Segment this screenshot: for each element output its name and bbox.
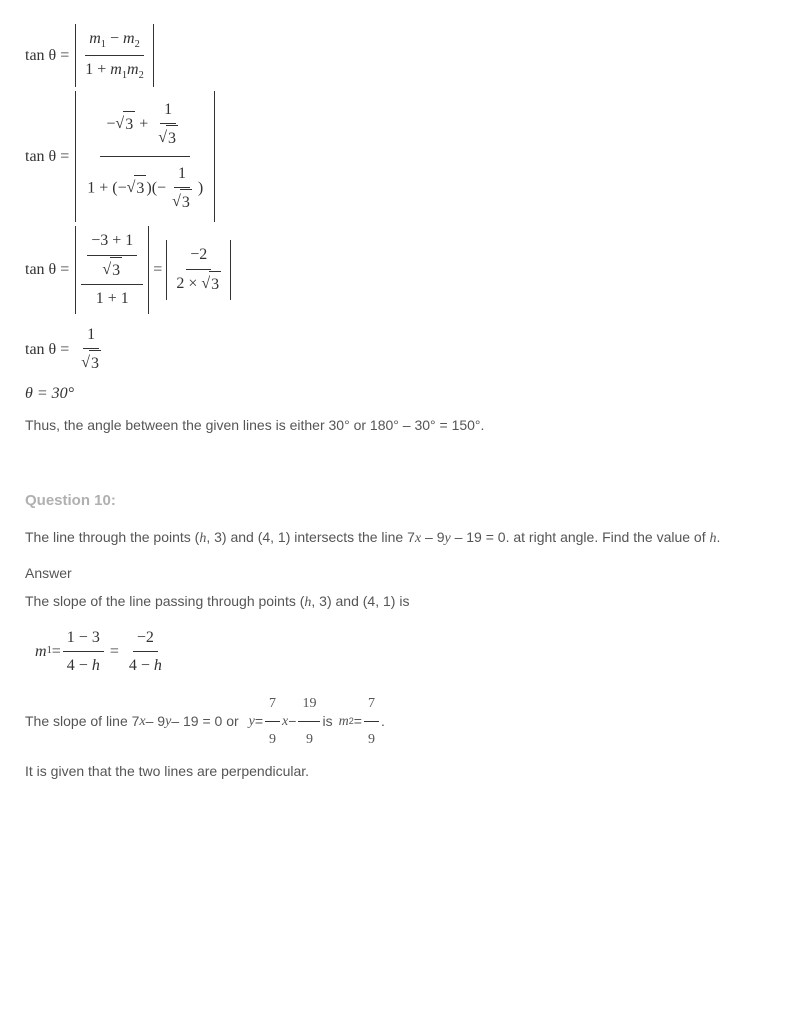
question-text: The line through the points (h, 3) and (… (25, 523, 788, 553)
equation-tan-substituted: tan θ = −√3 + 1√3 1 + (−√3)(−1√3) (25, 91, 788, 222)
lhs: tan θ = (25, 257, 69, 283)
abs-left: −3 + 1√3 1 + 1 (75, 226, 149, 314)
theta-value: θ = 30° (25, 381, 74, 407)
lhs: tan θ = (25, 337, 69, 363)
abs-value: m1 − m2 1 + m1m2 (75, 24, 154, 87)
lhs: tan θ = (25, 144, 69, 170)
equation-theta: θ = 30° (25, 381, 788, 407)
answer-label: Answer (25, 559, 788, 587)
equation-tan-final: tan θ = 1 √3 (25, 322, 788, 377)
equation-m1: m1 = 1 − 3 4 − h = −2 4 − h (35, 625, 788, 679)
equation-tan-formula: tan θ = m1 − m2 1 + m1m2 (25, 24, 788, 87)
question-label: Question 10: (25, 489, 788, 513)
abs-right: −2 2 × √3 (166, 240, 231, 299)
abs-value: −√3 + 1√3 1 + (−√3)(−1√3) (75, 91, 215, 222)
solution-conclusion: Thus, the angle between the given lines … (25, 411, 788, 439)
answer-line3: It is given that the two lines are perpe… (25, 757, 788, 785)
answer-line2: The slope of line 7x – 9y – 19 = 0 or y … (25, 687, 788, 757)
equation-tan-simplified: tan θ = −3 + 1√3 1 + 1 = −2 2 × √3 (25, 226, 788, 314)
lhs: tan θ = (25, 43, 69, 69)
answer-line1: The slope of the line passing through po… (25, 587, 788, 617)
